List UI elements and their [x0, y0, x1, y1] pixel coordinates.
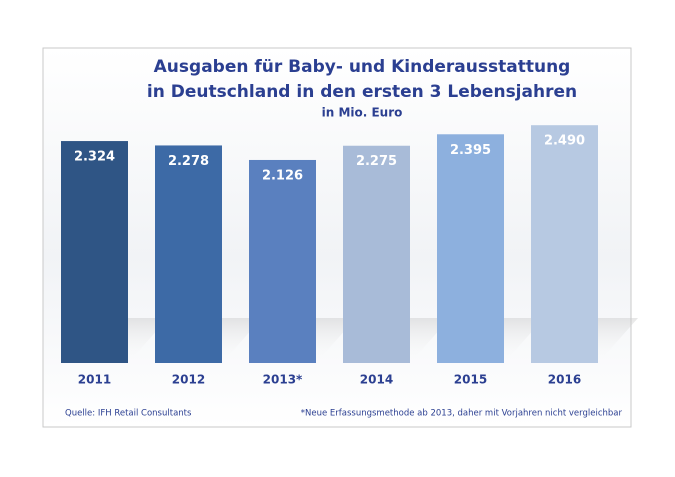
x-tick-label: 2013* — [263, 373, 303, 387]
chart-title: Ausgaben für Baby- und Kinderausstattung — [154, 57, 571, 77]
value-label: 2.126 — [262, 168, 303, 183]
source: Quelle: IFH Retail Consultants — [65, 409, 192, 419]
bar — [343, 145, 410, 363]
value-label: 2.395 — [450, 143, 491, 158]
note: *Neue Erfassungsmethode ab 2013, daher m… — [301, 409, 623, 419]
value-label: 2.275 — [356, 154, 397, 169]
x-tick-label: 2012 — [172, 373, 205, 387]
bar — [155, 145, 222, 363]
bar — [249, 159, 316, 363]
x-tick-label: 2016 — [548, 373, 581, 387]
x-tick-label: 2014 — [360, 373, 393, 387]
chart-subtitle: in Mio. Euro — [322, 106, 403, 120]
value-label: 2.278 — [168, 154, 209, 169]
value-label: 2.490 — [544, 134, 585, 149]
bar — [531, 125, 598, 363]
chart-title: in Deutschland in den ersten 3 Lebensjah… — [147, 82, 577, 102]
x-tick-label: 2011 — [78, 373, 111, 387]
x-tick-label: 2015 — [454, 373, 487, 387]
bar — [61, 141, 128, 363]
bar — [437, 134, 504, 363]
value-label: 2.324 — [74, 150, 115, 165]
